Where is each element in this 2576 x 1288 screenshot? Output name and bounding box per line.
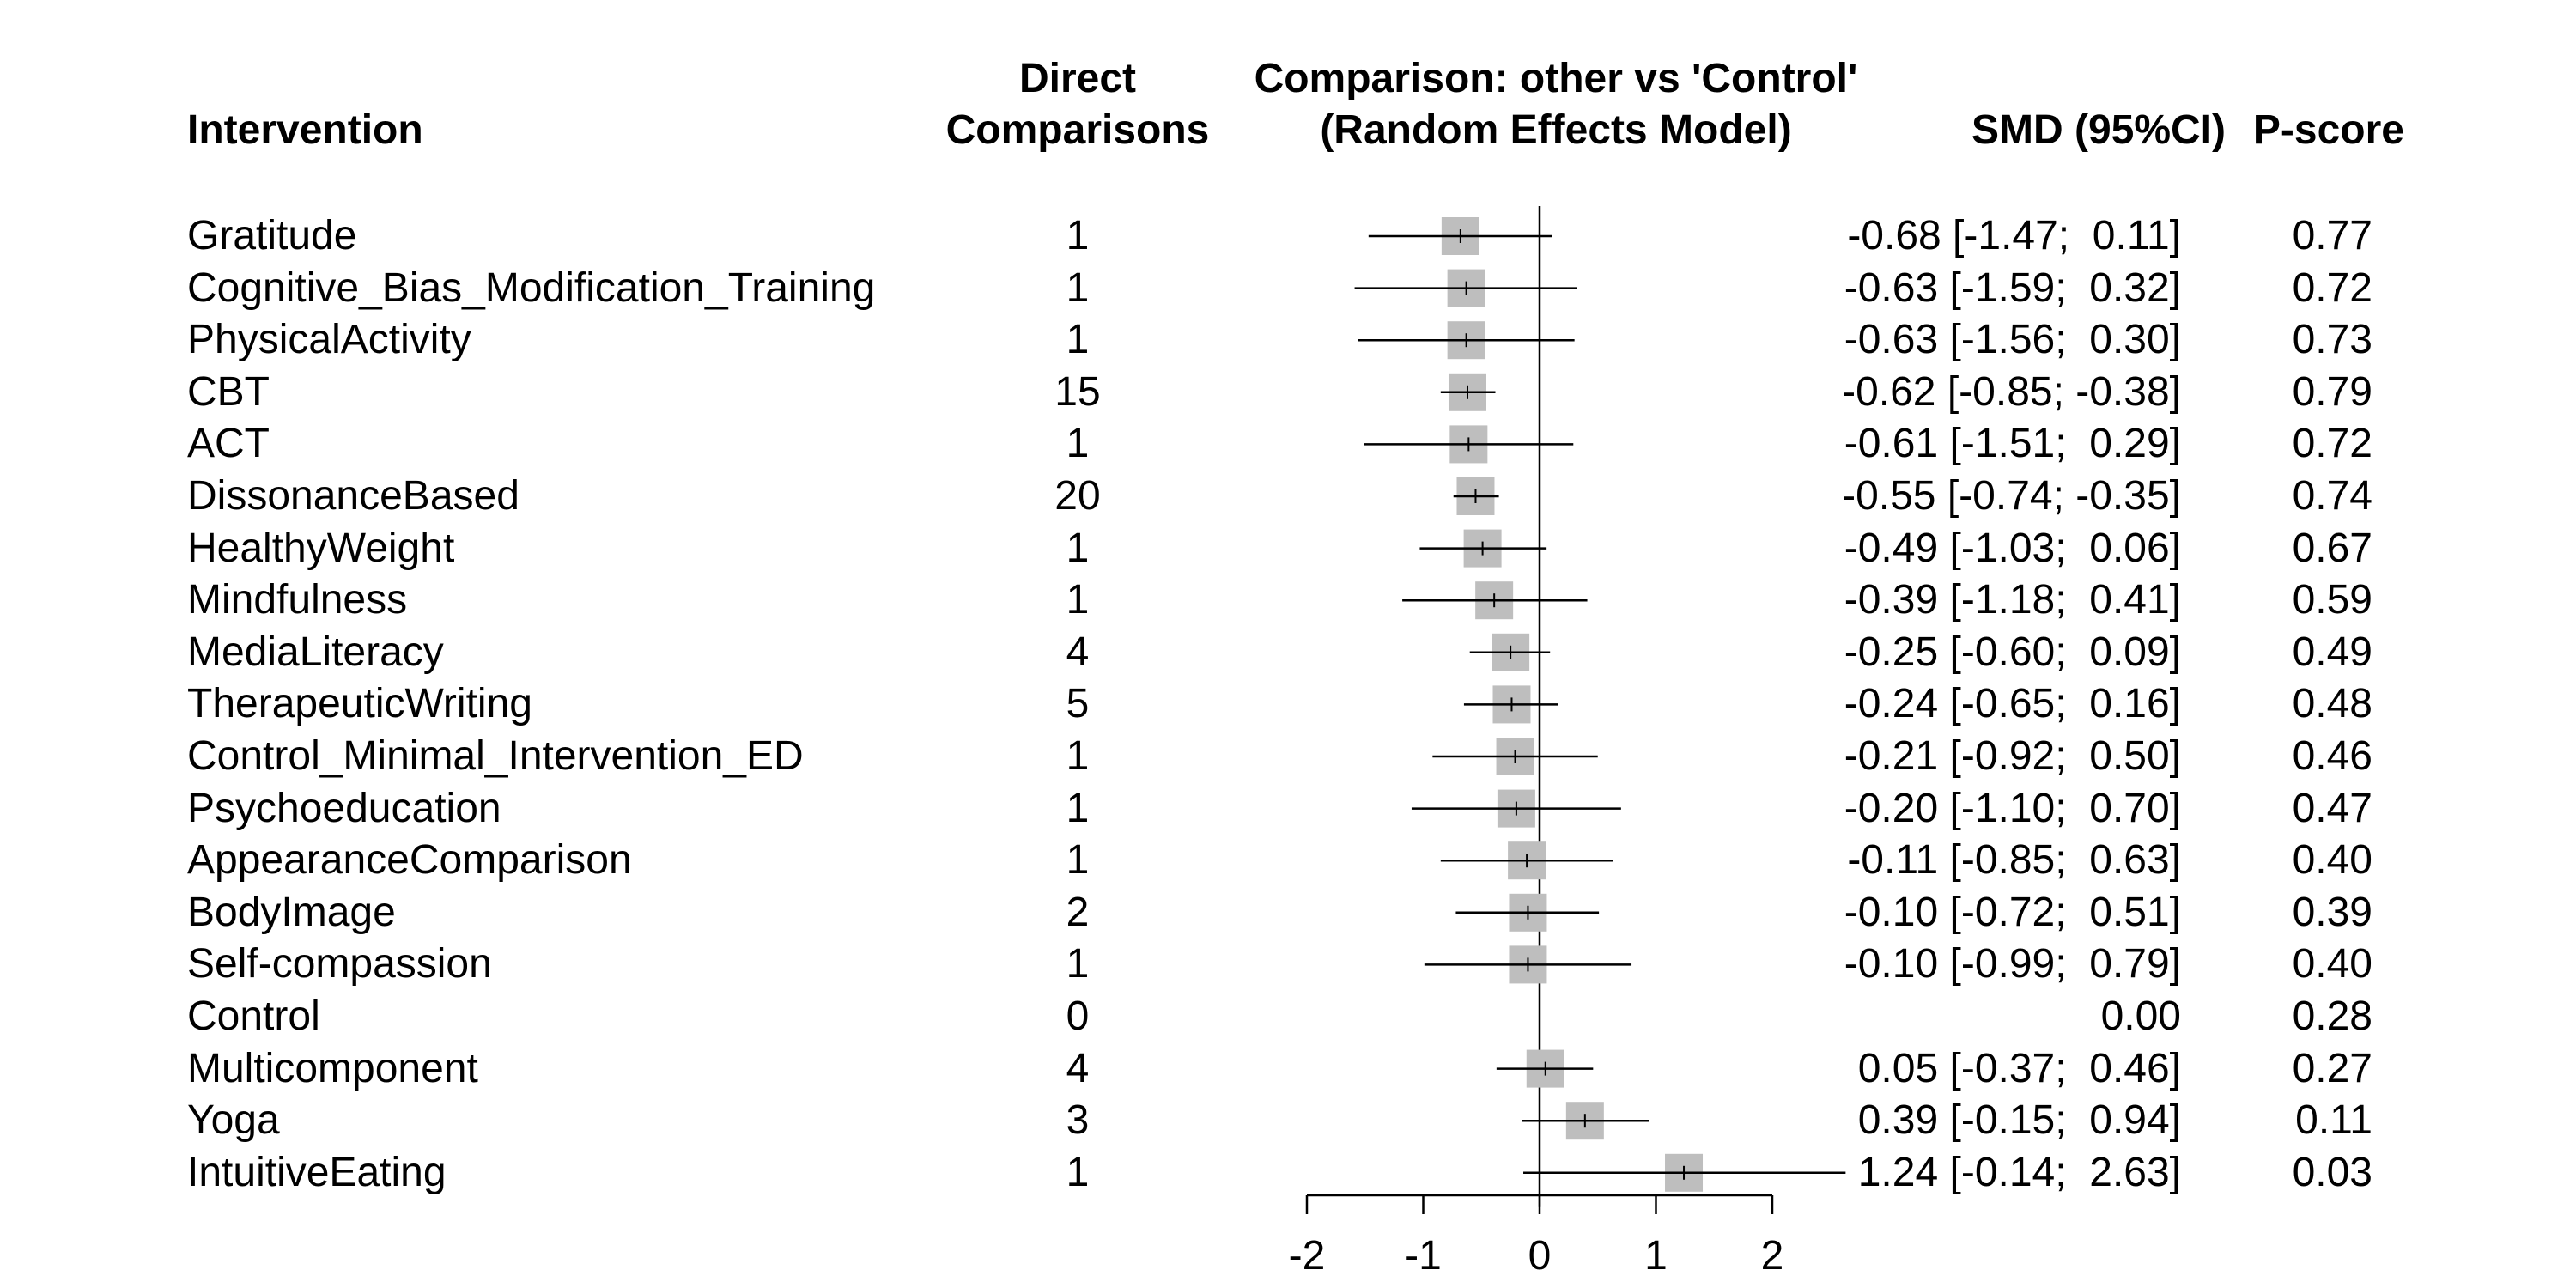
smd-ci-value: -0.61 [-1.51; 0.29] bbox=[1844, 421, 2181, 467]
smd-ci-value: 0.39 [-0.15; 0.94] bbox=[1857, 1097, 2181, 1144]
smd-ci-value: -0.21 [-0.92; 0.50] bbox=[1844, 733, 2181, 779]
direct-comparisons-value: 1 bbox=[1066, 941, 1090, 987]
direct-comparisons-value: 1 bbox=[1066, 421, 1090, 467]
pscore-value: 0.28 bbox=[2292, 993, 2372, 1039]
direct-comparisons-value: 0 bbox=[1066, 993, 1090, 1039]
row-label: BodyImage bbox=[187, 889, 396, 935]
direct-comparisons-value: 1 bbox=[1066, 785, 1090, 831]
row-label: CBT bbox=[187, 368, 270, 415]
pscore-value: 0.49 bbox=[2292, 629, 2372, 675]
pscore-value: 0.59 bbox=[2292, 577, 2372, 623]
direct-comparisons-value: 2 bbox=[1066, 889, 1090, 935]
direct-comparisons-value: 1 bbox=[1066, 213, 1090, 258]
smd-ci-value: -0.63 [-1.56; 0.30] bbox=[1844, 317, 2181, 363]
direct-comparisons-value: 1 bbox=[1066, 264, 1090, 311]
x-tick-label: 2 bbox=[1761, 1233, 1784, 1279]
pscore-value: 0.27 bbox=[2292, 1045, 2372, 1091]
direct-comparisons-value: 1 bbox=[1066, 525, 1090, 571]
row-label: Mindfulness bbox=[187, 577, 408, 623]
direct-comparisons-value: 1 bbox=[1066, 1149, 1090, 1195]
smd-ci-value: -0.68 [-1.47; 0.11] bbox=[1847, 213, 2181, 258]
row-label: Self-compassion bbox=[187, 941, 492, 987]
row-label: Psychoeducation bbox=[187, 785, 501, 831]
pscore-value: 0.39 bbox=[2292, 889, 2372, 935]
pscore-value: 0.72 bbox=[2292, 264, 2372, 311]
row-label: Multicomponent bbox=[187, 1045, 478, 1091]
pscore-value: 0.77 bbox=[2292, 213, 2372, 258]
smd-ci-value: -0.62 [-0.85; -0.38] bbox=[1842, 368, 2181, 415]
header-plot-line1: Comparison: other vs 'Control' bbox=[1254, 56, 1858, 101]
row-label: TherapeuticWriting bbox=[187, 681, 532, 727]
row-label: Cognitive_Bias_Modification_Training bbox=[187, 264, 876, 311]
pscore-value: 0.72 bbox=[2292, 421, 2372, 467]
smd-ci-value: -0.24 [-0.65; 0.16] bbox=[1844, 681, 2181, 727]
direct-comparisons-value: 4 bbox=[1066, 629, 1090, 675]
row-label: Control_Minimal_Intervention_ED bbox=[187, 733, 804, 779]
row-label: DissonanceBased bbox=[187, 473, 519, 519]
smd-ci-value: -0.39 [-1.18; 0.41] bbox=[1844, 577, 2181, 623]
pscore-value: 0.47 bbox=[2292, 785, 2372, 831]
header-plot-line2: (Random Effects Model) bbox=[1320, 107, 1792, 153]
header-direct-line1: Direct bbox=[1018, 56, 1137, 101]
direct-comparisons-value: 3 bbox=[1066, 1097, 1090, 1144]
smd-ci-value: 0.05 [-0.37; 0.46] bbox=[1857, 1045, 2181, 1091]
smd-ci-value: -0.49 [-1.03; 0.06] bbox=[1844, 525, 2181, 571]
row-label: Gratitude bbox=[187, 213, 357, 258]
pscore-value: 0.11 bbox=[2295, 1097, 2372, 1144]
x-tick-label: -2 bbox=[1289, 1233, 1326, 1279]
x-tick-label: 0 bbox=[1528, 1233, 1552, 1279]
smd-ci-value: -0.10 [-0.99; 0.79] bbox=[1844, 941, 2181, 987]
direct-comparisons-value: 1 bbox=[1066, 317, 1090, 363]
header-smd: SMD (95%CI) bbox=[1971, 107, 2226, 153]
smd-ci-value: -0.10 [-0.72; 0.51] bbox=[1844, 889, 2181, 935]
header-direct-line2: Comparisons bbox=[945, 107, 1210, 153]
pscore-value: 0.79 bbox=[2292, 368, 2372, 415]
header-pscore: P-score bbox=[2252, 107, 2404, 153]
row-label: Yoga bbox=[187, 1097, 280, 1144]
row-label: PhysicalActivity bbox=[187, 317, 471, 363]
x-tick-label: 1 bbox=[1644, 1233, 1668, 1279]
smd-ci-value: 0.00 bbox=[2100, 993, 2181, 1039]
direct-comparisons-value: 1 bbox=[1066, 733, 1090, 779]
direct-comparisons-value: 1 bbox=[1066, 577, 1090, 623]
header-intervention: Intervention bbox=[187, 107, 423, 153]
smd-ci-value: -0.20 [-1.10; 0.70] bbox=[1844, 785, 2181, 831]
pscore-value: 0.46 bbox=[2292, 733, 2372, 779]
direct-comparisons-value: 20 bbox=[1054, 473, 1101, 519]
direct-comparisons-value: 1 bbox=[1066, 837, 1090, 884]
pscore-value: 0.73 bbox=[2292, 317, 2372, 363]
row-label: AppearanceComparison bbox=[187, 837, 632, 884]
pscore-value: 0.03 bbox=[2292, 1149, 2372, 1195]
pscore-value: 0.48 bbox=[2292, 681, 2372, 727]
smd-ci-value: -0.55 [-0.74; -0.35] bbox=[1842, 473, 2181, 519]
direct-comparisons-value: 4 bbox=[1066, 1045, 1090, 1091]
smd-ci-value: -0.63 [-1.59; 0.32] bbox=[1844, 264, 2181, 311]
pscore-value: 0.67 bbox=[2292, 525, 2372, 571]
pscore-value: 0.74 bbox=[2292, 473, 2372, 519]
direct-comparisons-value: 5 bbox=[1066, 681, 1090, 727]
row-label: HealthyWeight bbox=[187, 525, 455, 571]
smd-ci-value: -0.25 [-0.60; 0.09] bbox=[1844, 629, 2181, 675]
row-label: MediaLiteracy bbox=[187, 629, 444, 675]
row-label: Control bbox=[187, 993, 320, 1039]
pscore-value: 0.40 bbox=[2292, 941, 2372, 987]
row-label: ACT bbox=[187, 421, 270, 467]
smd-ci-value: 1.24 [-0.14; 2.63] bbox=[1857, 1149, 2181, 1195]
smd-ci-value: -0.11 [-0.85; 0.63] bbox=[1847, 837, 2181, 884]
direct-comparisons-value: 15 bbox=[1054, 368, 1101, 415]
pscore-value: 0.40 bbox=[2292, 837, 2372, 884]
x-tick-label: -1 bbox=[1405, 1233, 1442, 1279]
row-label: IntuitiveEating bbox=[187, 1149, 447, 1195]
